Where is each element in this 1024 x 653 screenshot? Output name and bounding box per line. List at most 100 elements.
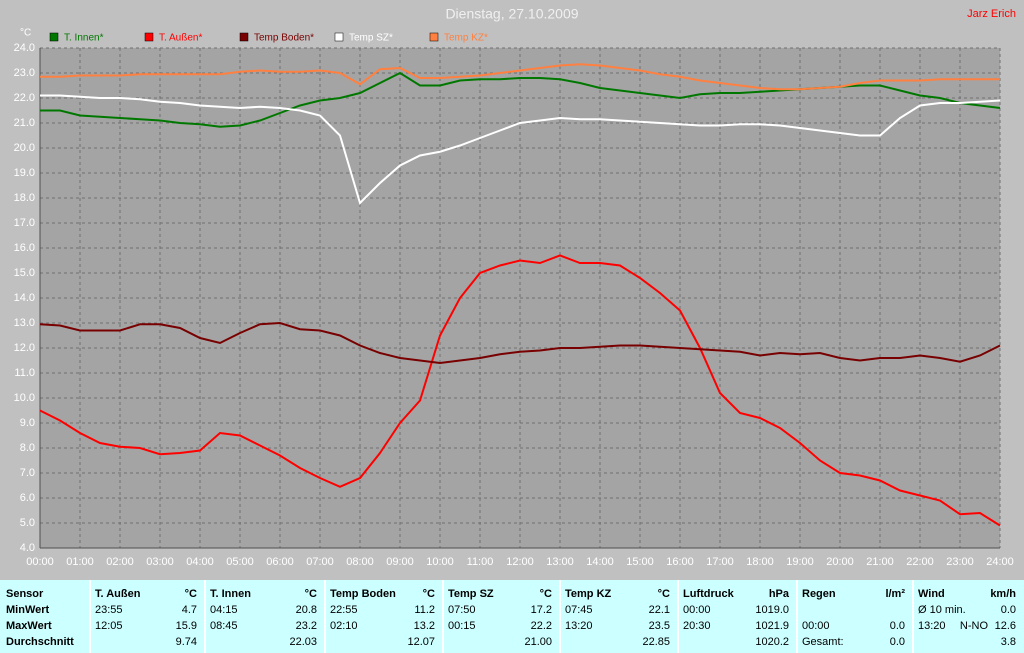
series-line xyxy=(40,63,1000,91)
x-tick-label: 06:00 xyxy=(266,556,294,568)
column-header: T. Innen xyxy=(210,588,251,600)
y-tick-label: 19.0 xyxy=(14,167,35,179)
cell-value: 0.0 xyxy=(890,620,905,632)
cell-value: 0.0 xyxy=(1001,604,1016,616)
legend-swatch xyxy=(334,32,344,42)
legend-swatch xyxy=(49,32,59,42)
column-unit: °C xyxy=(540,588,552,600)
x-tick-label: 24:00 xyxy=(986,556,1014,568)
cell-value: 1020.2 xyxy=(755,636,789,648)
legend-label: Temp SZ* xyxy=(349,33,393,44)
x-tick-label: 18:00 xyxy=(746,556,774,568)
x-tick-label: 11:00 xyxy=(467,556,494,568)
cell-time: Gesamt: xyxy=(802,636,844,648)
cell-time: Ø 10 min. xyxy=(918,604,966,616)
cell-value: 15.9 xyxy=(176,620,197,632)
cell-value: 9.74 xyxy=(176,636,197,648)
cell-time: 04:15 xyxy=(210,604,238,616)
x-tick-label: 23:00 xyxy=(946,556,974,568)
x-tick-label: 08:00 xyxy=(346,556,374,568)
cell-time: 23:55 xyxy=(95,604,123,616)
cell-value: 13.2 xyxy=(414,620,435,632)
y-tick-label: 20.0 xyxy=(14,142,35,154)
y-tick-label: 21.0 xyxy=(14,117,35,129)
x-tick-label: 00:00 xyxy=(26,556,54,568)
stats-panel xyxy=(0,580,1024,653)
legend-swatch xyxy=(239,32,249,42)
x-tick-label: 21:00 xyxy=(866,556,894,568)
cell-time: 08:45 xyxy=(210,620,238,632)
row-label: MaxWert xyxy=(6,620,52,632)
column-unit: °C xyxy=(658,588,670,600)
y-tick-label: 10.0 xyxy=(14,392,35,404)
x-tick-label: 22:00 xyxy=(906,556,934,568)
series-line xyxy=(39,321,1001,365)
column-header: Temp Boden xyxy=(330,588,396,600)
x-tick-label: 16:00 xyxy=(666,556,694,568)
x-tick-label: 14:00 xyxy=(586,556,614,568)
chart-title: Dienstag, 27.10.2009 xyxy=(445,6,578,22)
column-unit: l/m² xyxy=(885,588,905,600)
column-header: Temp SZ xyxy=(448,588,494,600)
x-tick-label: 03:00 xyxy=(146,556,174,568)
legend-label: Temp KZ* xyxy=(444,33,488,44)
cell-value: 4.7 xyxy=(182,604,197,616)
y-tick-label: 18.0 xyxy=(14,192,35,204)
row-label: MinWert xyxy=(6,604,50,616)
y-tick-label: 5.0 xyxy=(20,517,35,529)
column-header: Wind xyxy=(918,588,945,600)
column-header: Temp KZ xyxy=(565,588,612,600)
cell-extra: N-NO xyxy=(960,620,989,632)
y-tick-label: 13.0 xyxy=(14,317,35,329)
cell-value: 21.00 xyxy=(524,636,552,648)
x-tick-label: 07:00 xyxy=(306,556,334,568)
cell-time: 22:55 xyxy=(330,604,358,616)
cell-value: 17.2 xyxy=(531,604,552,616)
legend-swatch xyxy=(429,32,439,42)
author: Jarz Erich xyxy=(967,8,1016,20)
column-header: Regen xyxy=(802,588,836,600)
row-label: Sensor xyxy=(6,588,44,600)
cell-value: 23.2 xyxy=(296,620,317,632)
cell-value: 3.8 xyxy=(1001,636,1016,648)
cell-time: 00:00 xyxy=(683,604,711,616)
cell-value: 23.5 xyxy=(649,620,670,632)
x-tick-label: 01:00 xyxy=(66,556,94,568)
x-tick-label: 15:00 xyxy=(626,556,654,568)
cell-time: 07:45 xyxy=(565,604,593,616)
cell-value: 12.6 xyxy=(995,620,1016,632)
legend-swatch xyxy=(144,32,154,42)
x-tick-label: 02:00 xyxy=(106,556,134,568)
x-tick-label: 12:00 xyxy=(506,556,534,568)
x-tick-label: 20:00 xyxy=(826,556,854,568)
x-tick-label: 10:00 xyxy=(426,556,454,568)
y-tick-label: 24.0 xyxy=(14,42,35,54)
x-tick-label: 17:00 xyxy=(706,556,734,568)
x-tick-label: 09:00 xyxy=(386,556,414,568)
y-tick-label: 8.0 xyxy=(20,442,35,454)
y-tick-label: 15.0 xyxy=(14,267,35,279)
column-unit: °C xyxy=(185,588,197,600)
cell-time: 00:00 xyxy=(802,620,830,632)
x-tick-label: 04:00 xyxy=(186,556,214,568)
cell-time: 20:30 xyxy=(683,620,711,632)
y-tick-label: 11.0 xyxy=(14,367,35,379)
column-unit: hPa xyxy=(769,588,790,600)
y-tick-label: 23.0 xyxy=(14,67,35,79)
y-tick-label: 9.0 xyxy=(20,417,35,429)
x-tick-label: 05:00 xyxy=(226,556,254,568)
column-unit: km/h xyxy=(990,588,1016,600)
cell-value: 20.8 xyxy=(296,604,317,616)
y-tick-label: 6.0 xyxy=(20,492,35,504)
y-axis-label: °C xyxy=(20,28,31,39)
cell-time: 12:05 xyxy=(95,620,123,632)
column-unit: °C xyxy=(305,588,317,600)
y-tick-label: 17.0 xyxy=(14,217,35,229)
y-tick-label: 22.0 xyxy=(14,92,35,104)
column-header: T. Außen xyxy=(95,588,141,600)
cell-time: 07:50 xyxy=(448,604,476,616)
cell-value: 1019.0 xyxy=(755,604,789,616)
x-tick-label: 19:00 xyxy=(786,556,814,568)
legend-label: Temp Boden* xyxy=(254,33,314,44)
